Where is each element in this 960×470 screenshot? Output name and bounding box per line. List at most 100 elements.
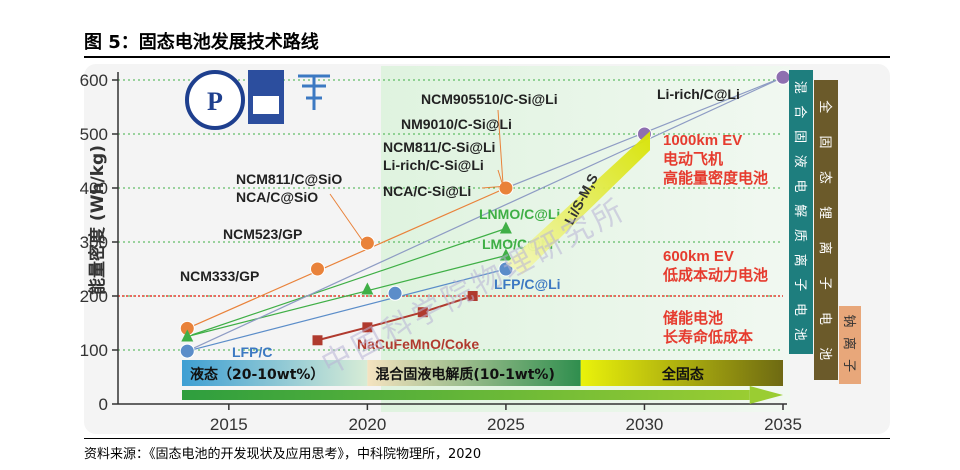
annotation-line: 低成本动力电池 (662, 266, 768, 284)
green-triangle-point (499, 221, 512, 234)
vertical-bar-char: 电 (792, 180, 807, 193)
x-tick-label: 2020 (348, 415, 386, 434)
point-label-line: NaCuFeMnO/Coke (357, 336, 479, 352)
institute-logos: P (185, 70, 330, 130)
application-annotation: 1000km EV 电动飞机高能量密度电池 (663, 132, 768, 187)
era-band-label: 液态（20-10wt%） (190, 366, 324, 383)
sodium-square-point (312, 335, 323, 346)
era-band (580, 360, 783, 386)
vertical-label-bar (789, 70, 813, 354)
point-label-line: NCM811/C-Si@Li (383, 139, 495, 155)
point-label: LFP/C@Li (494, 276, 561, 292)
label-connector (497, 109, 504, 187)
tsinghua-energy-logo (298, 74, 330, 110)
point-label-line: NM9010/C-Si@Li (401, 116, 512, 132)
annotation-line: 1000km EV (663, 132, 742, 149)
y-axis-label: 能量密度 (Wh/kg) (87, 145, 108, 295)
vertical-bar-char: 电 (817, 312, 832, 325)
annotation-line: 储能电池 (663, 309, 723, 327)
application-annotation: 600km EV 低成本动力电池 (662, 248, 768, 284)
purple-circle-point (775, 69, 791, 85)
vertical-label-bar (839, 306, 861, 384)
point-label-line: LFP/C@Li (494, 276, 561, 292)
blue-circle-point (179, 343, 195, 359)
point-label: NCM811/C@SiO NCA/C@SiO (236, 171, 342, 205)
x-tick-label: 2025 (487, 415, 525, 434)
orange-circle-point (498, 180, 514, 196)
vertical-bar-char: 液 (792, 155, 807, 168)
vertical-bar-char: 电 (792, 303, 807, 316)
point-label-line: LNMO/C@Li (479, 206, 560, 222)
vertical-bar-char: 锂 (817, 206, 832, 219)
y-tick-label: 200 (80, 287, 108, 306)
vertical-bar-char: 固 (817, 136, 832, 149)
sodium-square-point (362, 322, 373, 333)
annotation-line: 600km EV (663, 248, 734, 265)
sodium-series-line (317, 295, 473, 342)
era-band (182, 360, 368, 386)
vertical-bar-char: 混 (792, 81, 807, 94)
green-trend-lower (187, 254, 507, 338)
point-label: LFP/C (232, 344, 272, 360)
point-label-line: NCM905510/C-Si@Li (421, 91, 558, 107)
vertical-bar-char: 池 (792, 328, 807, 341)
era-band (367, 360, 581, 386)
point-label: LNMO/C@Li (479, 206, 560, 222)
timeline-arrow-head (749, 386, 783, 404)
source-rule (84, 438, 890, 439)
y-tick-label: 400 (80, 179, 108, 198)
vertical-bar-char: 子 (841, 359, 856, 372)
annotation-line: 电动飞机 (663, 150, 723, 168)
hybrid-zone (381, 66, 790, 412)
point-label-line: NCM333/GP (180, 268, 259, 284)
li-s-wedge (505, 131, 650, 275)
point-label: Li-rich/C@Li (657, 86, 740, 102)
point-label: NaCuFeMnO/Coke (357, 336, 479, 352)
vertical-bar-char: 离 (841, 337, 857, 350)
point-label: NCM523/GP (223, 226, 302, 242)
vertical-bar-char: 离 (817, 241, 833, 254)
timeline-arrow (182, 390, 750, 400)
application-annotation: 储能电池长寿命低成本 (663, 309, 753, 346)
iop-logo-mark: P (207, 87, 223, 116)
era-band-label: 全固态 (661, 366, 704, 383)
x-tick-label: 2015 (210, 415, 248, 434)
green-triangle-point (499, 248, 512, 261)
point-label-line: LFP/C (232, 344, 272, 360)
vertical-bar-char: 态 (817, 171, 832, 184)
y-tick-label: 0 (99, 395, 108, 414)
title-rule (84, 56, 890, 58)
orange-trend (187, 187, 507, 329)
y-tick-label: 100 (80, 341, 108, 360)
vertical-bar-char: 钠 (841, 315, 856, 328)
point-label: NCM905510/C-Si@Li NM9010/C-Si@Li NCM811/C-… (383, 91, 558, 199)
vertical-bar-char: 质 (792, 229, 807, 242)
label-connector (329, 193, 366, 244)
label-connector (481, 185, 504, 189)
point-label-line: NCM523/GP (223, 226, 302, 242)
blue-circle-point (387, 285, 403, 301)
vertical-bar-char: 合 (792, 105, 807, 118)
x-tick-label: 2035 (764, 415, 802, 434)
annotation-line: 长寿命低成本 (663, 328, 753, 346)
y-tick-label: 500 (80, 125, 108, 144)
point-label-line: Li-rich/C-Si@Li (383, 157, 484, 173)
vertical-bar-char: 池 (817, 347, 832, 360)
vertical-bar-char: 固 (792, 130, 807, 143)
point-label-line: NCM811/C@SiO (236, 171, 342, 187)
orange-circle-point (310, 261, 325, 277)
page-title: 图 5：固态电池发展技术路线 (84, 32, 319, 53)
y-tick-label: 600 (80, 71, 108, 90)
y-tick-label: 300 (80, 233, 108, 252)
label-connector (497, 169, 504, 187)
vertical-bar-char: 全 (817, 100, 833, 113)
green-triangle-point (181, 329, 194, 342)
vertical-bar-char: 子 (817, 277, 832, 290)
x-tick-label: 2030 (626, 415, 664, 434)
point-label-line: Li-rich/C@Li (657, 86, 740, 102)
vertical-bar-char: 离 (792, 254, 808, 267)
source-note: 资料来源：《固态电池的开发现状及应用思考》，中科院物理所，2020 (84, 447, 482, 462)
welion-logo-inner (253, 96, 279, 114)
point-label: NCM333/GP (180, 268, 259, 284)
